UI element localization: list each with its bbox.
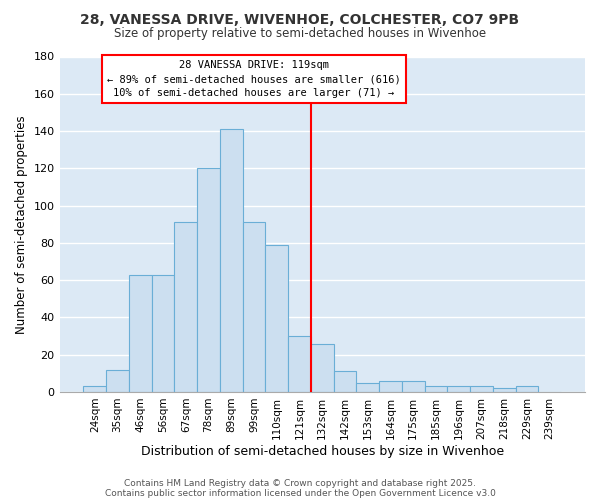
Bar [470, 386, 493, 392]
Bar [83, 386, 106, 392]
Bar [379, 381, 402, 392]
Bar [311, 344, 334, 392]
Bar [425, 386, 448, 392]
Bar [129, 274, 152, 392]
Bar [152, 274, 175, 392]
Bar [242, 222, 265, 392]
Bar [334, 372, 356, 392]
Text: 28 VANESSA DRIVE: 119sqm
← 89% of semi-detached houses are smaller (616)
10% of : 28 VANESSA DRIVE: 119sqm ← 89% of semi-d… [107, 60, 401, 98]
Bar [402, 381, 425, 392]
Bar [265, 244, 288, 392]
Bar [288, 336, 311, 392]
Bar [106, 370, 129, 392]
Text: Contains public sector information licensed under the Open Government Licence v3: Contains public sector information licen… [104, 488, 496, 498]
Text: Contains HM Land Registry data © Crown copyright and database right 2025.: Contains HM Land Registry data © Crown c… [124, 478, 476, 488]
Text: Size of property relative to semi-detached houses in Wivenhoe: Size of property relative to semi-detach… [114, 28, 486, 40]
Text: 28, VANESSA DRIVE, WIVENHOE, COLCHESTER, CO7 9PB: 28, VANESSA DRIVE, WIVENHOE, COLCHESTER,… [80, 12, 520, 26]
Bar [493, 388, 515, 392]
Bar [515, 386, 538, 392]
Bar [175, 222, 197, 392]
Bar [448, 386, 470, 392]
X-axis label: Distribution of semi-detached houses by size in Wivenhoe: Distribution of semi-detached houses by … [141, 444, 504, 458]
Bar [220, 129, 242, 392]
Y-axis label: Number of semi-detached properties: Number of semi-detached properties [15, 115, 28, 334]
Bar [197, 168, 220, 392]
Bar [356, 382, 379, 392]
